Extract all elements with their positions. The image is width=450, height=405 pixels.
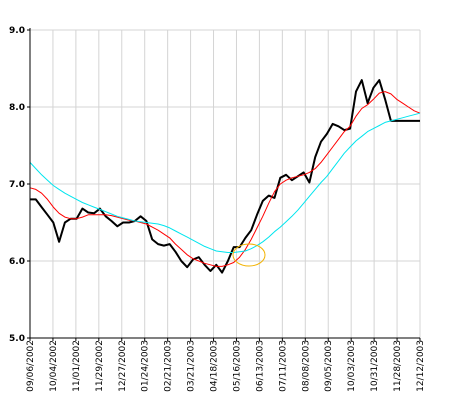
x-tick-label: 07/11/2003: [278, 340, 288, 392]
x-tick-label: 12/27/2002: [118, 340, 128, 392]
x-tick-label: 04/18/2003: [210, 340, 220, 392]
y-tick-label: 7.0: [9, 180, 25, 190]
x-tick-label: 03/21/2003: [187, 340, 197, 392]
x-tick-label: 11/29/2002: [95, 340, 105, 392]
x-tick-label: 08/08/2003: [301, 340, 311, 392]
series-line-3: [29, 112, 421, 253]
x-tick-label: 10/31/2003: [370, 340, 380, 392]
x-tick-label: 02/21/2003: [164, 340, 174, 392]
x-tick-label: 12/12/2003: [416, 340, 426, 392]
series-line-2: [29, 91, 421, 267]
x-tick-label: 09/06/2002: [26, 340, 36, 392]
x-tick-label: 01/24/2003: [141, 340, 151, 392]
x-tick-label: 11/01/2002: [72, 340, 82, 392]
series-layer: [29, 79, 421, 274]
x-tick-label: 09/05/2003: [324, 340, 334, 392]
axes: 5.0 6.0 7.0 8.0 9.0 09/06/2002 10/04/2002 11/01…: [9, 26, 426, 392]
x-tick-label: 10/03/2003: [347, 340, 357, 392]
x-tick-label: 05/16/2003: [232, 340, 242, 392]
y-tick-label: 9.0: [9, 26, 25, 36]
x-tick-label: 11/28/2003: [393, 340, 403, 392]
y-tick-label: 8.0: [9, 103, 25, 113]
x-tick-label: 10/04/2002: [49, 340, 59, 392]
series-line-1: [30, 79, 420, 274]
highlight-circle: [232, 243, 266, 267]
y-tick-label: 5.0: [9, 334, 25, 344]
y-tick-label: 6.0: [9, 257, 25, 267]
x-tick-label: 06/13/2003: [255, 340, 265, 392]
grid: [29, 29, 421, 339]
